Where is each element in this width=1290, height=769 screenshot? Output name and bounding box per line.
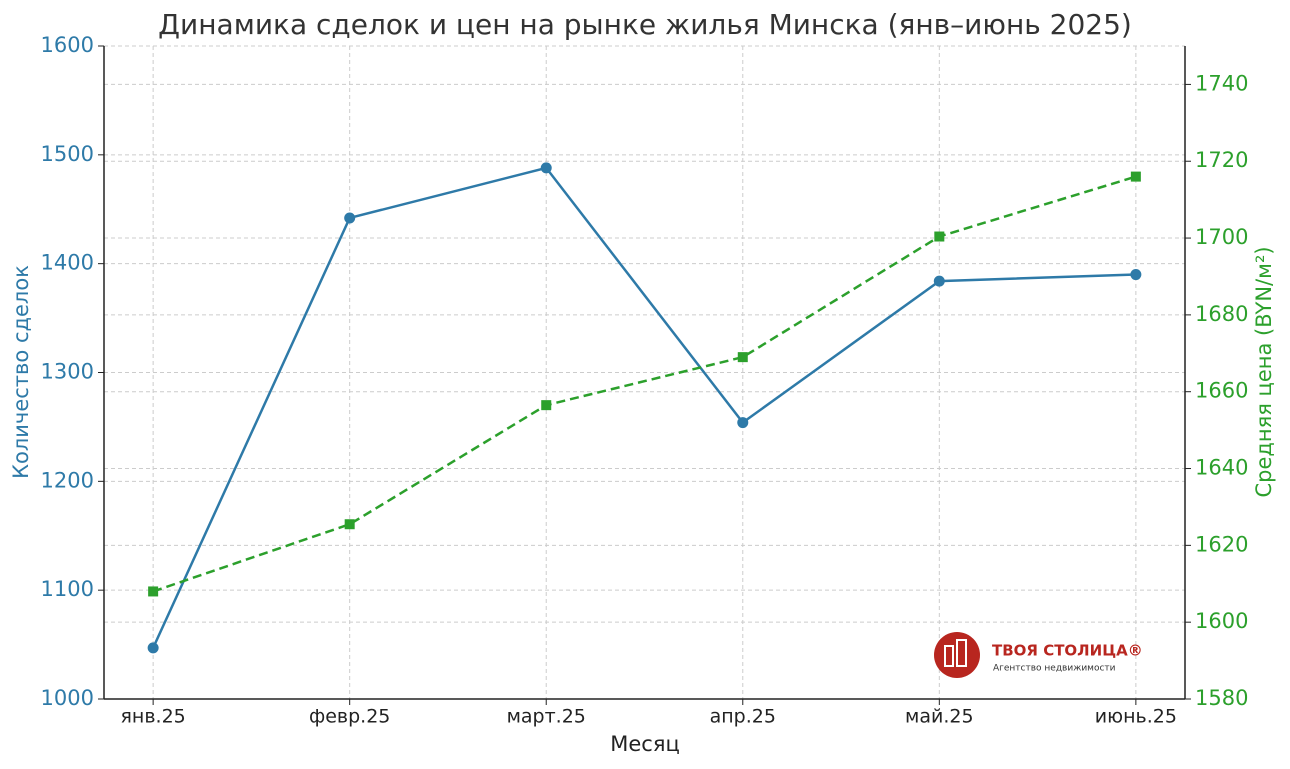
y2-tick-label: 1700	[1195, 225, 1248, 249]
point	[147, 642, 159, 654]
logo-title: ТВОЯ СТОЛИЦА®	[992, 642, 1143, 660]
point	[737, 352, 748, 363]
x-tick-label: июнь.25	[1095, 706, 1177, 728]
y-tick-label: 1600	[41, 33, 94, 57]
y2-tick-label: 1680	[1195, 302, 1248, 326]
x-tick-label: май.25	[905, 706, 974, 728]
point	[344, 212, 356, 224]
point	[540, 162, 552, 174]
point	[344, 519, 355, 530]
series-line	[151, 166, 1136, 649]
y2-tick-label: 1620	[1195, 532, 1248, 556]
y2-tick-label: 1600	[1195, 609, 1248, 633]
logo-building	[944, 645, 954, 667]
point	[934, 231, 945, 242]
y2-tick-label: 1580	[1195, 686, 1248, 710]
y2-tick-label: 1660	[1195, 379, 1248, 403]
point	[1130, 171, 1141, 182]
point	[933, 275, 945, 287]
x-tick-label: март.25	[507, 706, 586, 728]
y-tick-label: 1300	[41, 360, 94, 384]
y-tick-label: 1000	[41, 686, 94, 710]
series-line	[152, 175, 1137, 593]
y2-tick-label: 1720	[1195, 148, 1248, 172]
point	[148, 586, 159, 597]
y-axis-label: Количество сделок	[9, 265, 33, 479]
y-tick-label: 1500	[41, 142, 94, 166]
x-axis-label: Месяц	[610, 732, 680, 756]
logo-building	[956, 639, 967, 667]
y-tick-label: 1100	[41, 577, 94, 601]
watermark: ТВОЯ СТОЛИЦА® Агентство недвижимости	[934, 632, 1143, 678]
chart-title: Динамика сделок и цен на рынке жилья Мин…	[158, 8, 1132, 41]
y2-tick-label: 1640	[1195, 456, 1248, 480]
y-tick-label: 1400	[41, 251, 94, 275]
y2-tick-label: 1740	[1195, 71, 1248, 95]
x-tick-label: апр.25	[710, 706, 776, 728]
y2-axis-label: Средняя цена (BYN/м²)	[1252, 246, 1276, 497]
x-tick-label: февр.25	[309, 706, 390, 728]
x-tick-label: янв.25	[120, 706, 185, 728]
logo-subtitle: Агентство недвижимости	[993, 664, 1116, 674]
point	[737, 417, 749, 429]
point	[541, 400, 552, 411]
point	[1130, 269, 1142, 281]
y-tick-label: 1200	[41, 468, 94, 492]
